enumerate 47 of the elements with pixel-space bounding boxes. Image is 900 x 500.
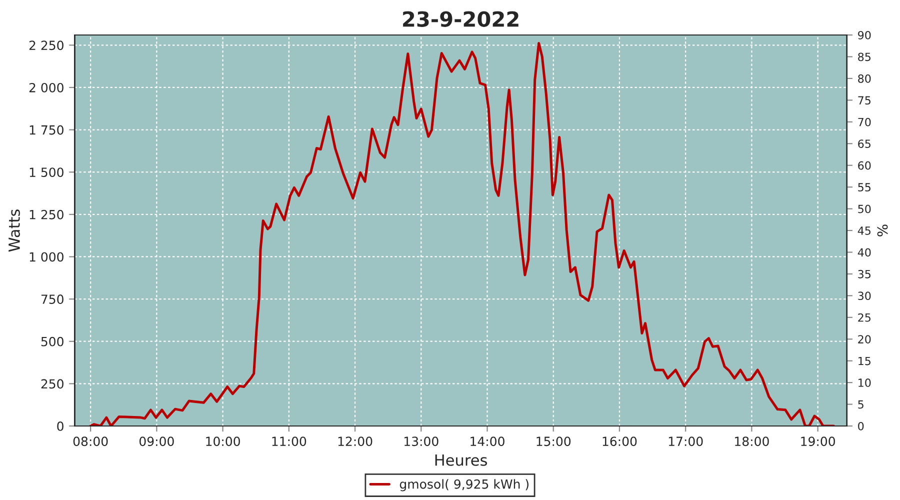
x-tick-label: 14:00 xyxy=(470,436,504,446)
x-tick-label: 11:00 xyxy=(272,436,306,446)
x-tick-label: 13:00 xyxy=(404,436,438,446)
x-tick-label: 19:00 xyxy=(801,436,835,446)
y-tick-label: 0 xyxy=(57,421,64,431)
y2-tick-label: 90 xyxy=(858,30,871,40)
y2-tick-label: 45 xyxy=(858,226,870,235)
y2-tick-label: 10 xyxy=(858,378,871,387)
y2-tick-label: 5 xyxy=(858,400,864,409)
line-series xyxy=(89,42,835,426)
y2-tick-label: 0 xyxy=(858,422,864,430)
x-tick-label: 15:00 xyxy=(536,436,571,446)
y2-tick-label: 25 xyxy=(858,313,870,322)
legend-label: gmosol( 9,925 kWh ) xyxy=(400,479,528,492)
y2-tick-label: 55 xyxy=(858,183,870,192)
x-tick-label: 18:00 xyxy=(735,436,769,446)
x-tick-label: 17:00 xyxy=(668,436,703,446)
y2-tick-label: 50 xyxy=(858,204,871,214)
y2-tick-label: 40 xyxy=(858,248,871,257)
y-tick-label: 500 xyxy=(41,336,64,346)
y2-tick-label: 30 xyxy=(858,292,871,300)
chart-title: 23-9-2022 xyxy=(403,11,518,27)
y-tick-label: 1 000 xyxy=(30,252,64,262)
y-tick-label: 1 500 xyxy=(30,168,64,178)
y2-tick-label: 60 xyxy=(858,161,871,170)
x-tick-label: 10:00 xyxy=(206,436,240,446)
x-axis-title: Heures xyxy=(435,454,487,466)
y-tick-label: 1 250 xyxy=(30,210,64,220)
y2-tick-label: 70 xyxy=(858,118,871,126)
x-tick-label: 16:00 xyxy=(602,436,637,446)
y2-tick-label: 65 xyxy=(858,140,870,148)
y-tick-label: 2 250 xyxy=(29,40,64,50)
y2-tick-label: 80 xyxy=(858,74,871,83)
y2-axis-title: % xyxy=(877,224,888,236)
y-tick-label: 250 xyxy=(41,379,64,389)
x-tick-label: 08:00 xyxy=(73,436,108,446)
y2-tick-label: 85 xyxy=(858,52,870,62)
y-tick-label: 750 xyxy=(41,294,64,304)
y2-tick-label: 20 xyxy=(858,335,871,344)
y-tick-label: 1 750 xyxy=(30,125,64,135)
y-axis-title: Watts xyxy=(8,210,20,252)
y2-tick-label: 35 xyxy=(858,270,870,278)
x-tick-label: 12:00 xyxy=(338,436,372,446)
x-tick-label: 09:00 xyxy=(139,436,174,446)
y2-tick-label: 15 xyxy=(858,356,870,366)
y2-tick-label: 75 xyxy=(858,96,870,105)
y-tick-label: 2 000 xyxy=(29,82,64,92)
